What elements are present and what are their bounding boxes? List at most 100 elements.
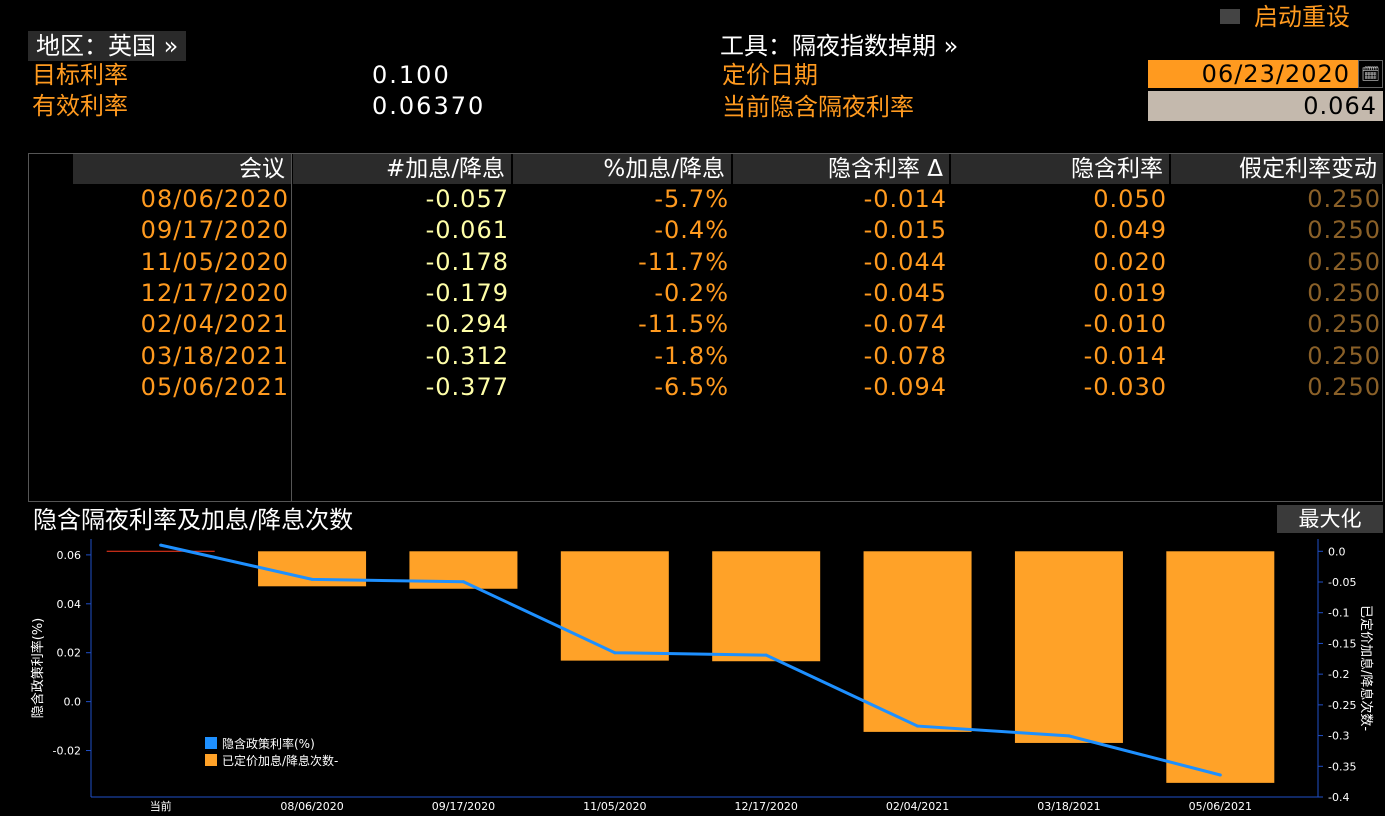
legend-swatch-bar	[205, 754, 217, 766]
cell-implied-rate-delta: -0.094	[863, 372, 947, 401]
cell-implied-rate-delta: -0.015	[863, 216, 947, 245]
cell-implied-rate-delta: -0.044	[863, 247, 947, 276]
cell-meeting-date: 11/05/2020	[140, 247, 289, 276]
instrument-selector[interactable]: 工具：隔夜指数掉期 »	[720, 32, 959, 60]
x-tick-label: 12/17/2020	[734, 800, 797, 813]
cell-meeting-date: 08/06/2020	[140, 185, 289, 213]
chart-title: 隐含隔夜利率及加息/降息次数	[33, 506, 354, 534]
y-tick-label-right: -0.2	[1328, 668, 1349, 681]
region-selector[interactable]: 地区：英国 »	[28, 31, 187, 61]
cell-implied-rate: 0.019	[1093, 278, 1167, 307]
cell-implied-rate: -0.014	[1083, 341, 1167, 370]
series-point	[764, 653, 768, 657]
cell-meeting-date: 12/17/2020	[140, 278, 289, 307]
series-point	[1218, 773, 1222, 777]
y-tick-label-right: -0.3	[1328, 730, 1349, 743]
column-header-implied-rate[interactable]: 隐含利率	[951, 154, 1169, 184]
y-tick-label-right: -0.4	[1328, 791, 1349, 804]
cell-pct-hikes-cuts: -5.7%	[654, 185, 729, 213]
legend-swatch-line	[205, 737, 217, 749]
cell-hikes-cuts: -0.057	[425, 185, 509, 213]
column-header-meeting[interactable]: 会议	[73, 154, 291, 184]
bar	[712, 551, 821, 662]
x-tick-label: 08/06/2020	[280, 800, 343, 813]
cell-meeting-date: 05/06/2021	[140, 372, 289, 401]
cell-implied-rate: 0.050	[1093, 185, 1167, 213]
y-tick-label-right: -0.35	[1328, 760, 1356, 773]
y-tick-label-left: 0.04	[57, 598, 82, 611]
cell-pct-hikes-cuts: -0.4%	[654, 216, 729, 245]
legend-label: 隐含政策利率(%)	[222, 736, 315, 751]
legend-label: 已定价加息/降息次数-	[222, 753, 338, 768]
legend-box	[199, 733, 385, 772]
series-point	[916, 724, 920, 728]
series-point	[613, 651, 617, 655]
column-divider	[291, 154, 292, 501]
checkbox[interactable]	[1220, 8, 1240, 24]
implied-rate-field: 0.064	[1148, 91, 1383, 121]
bar	[1166, 551, 1275, 783]
cell-hikes-cuts: -0.178	[425, 247, 509, 276]
x-tick-label: 09/17/2020	[432, 800, 495, 813]
cell-hikes-cuts: -0.294	[425, 310, 509, 339]
y-tick-label-right: -0.1	[1328, 607, 1349, 620]
cell-meeting-date: 03/18/2021	[140, 341, 289, 370]
bar	[863, 551, 972, 732]
y-tick-label-right: -0.15	[1328, 637, 1356, 650]
cell-implied-rate-delta: -0.074	[863, 310, 947, 339]
cell-implied-rate-delta: -0.045	[863, 278, 947, 307]
implied-rate-chart: -0.02 0.0 0.02 0.04 0.06 0.0 -0.05 -0.1 -0.15 -0.…	[30, 539, 1374, 813]
cell-pct-hikes-cuts: -1.8%	[654, 341, 729, 370]
y2-axis-label: 已定价加息/降息次数-	[1358, 605, 1374, 731]
y-tick-label-right: -0.25	[1328, 699, 1356, 712]
cell-assumed-move: 0.250	[1307, 185, 1381, 213]
column-header-implied-rate-delta[interactable]: 隐含利率 Δ	[733, 154, 949, 184]
y-tick-label-right: -0.05	[1328, 576, 1356, 589]
meetings-table: 会议 #加息/降息 %加息/降息 隐含利率 Δ 隐含利率 假定利率变动 08/0…	[28, 153, 1383, 502]
y-tick-label-left: 0.02	[57, 647, 82, 660]
column-header-pct-hikes-cuts[interactable]: %加息/降息	[513, 154, 731, 184]
cell-assumed-move: 0.250	[1307, 216, 1381, 245]
cell-implied-rate: 0.049	[1093, 216, 1167, 245]
series-point	[159, 543, 163, 547]
x-tick-label: 05/06/2021	[1189, 800, 1252, 813]
cell-assumed-move: 0.250	[1307, 310, 1381, 339]
series-line	[160, 543, 1221, 777]
cell-assumed-move: 0.250	[1307, 278, 1381, 307]
cell-pct-hikes-cuts: -11.7%	[638, 247, 729, 276]
pricing-date-input[interactable]: 06/23/2020	[1148, 60, 1358, 88]
bar	[560, 551, 669, 661]
series-point	[310, 577, 314, 581]
cell-pct-hikes-cuts: -6.5%	[654, 372, 729, 401]
y-tick-label-left: 0.06	[57, 549, 82, 562]
cell-meeting-date: 02/04/2021	[140, 310, 289, 339]
x-tick-label: 当前	[150, 799, 172, 813]
column-header-hikes-cuts[interactable]: #加息/降息	[293, 154, 511, 184]
cell-meeting-date: 09/17/2020	[140, 216, 289, 245]
calendar-icon[interactable]: 🗓	[1358, 60, 1383, 88]
restart-label: 启动重设	[1254, 3, 1350, 31]
target-rate-label: 目标利率	[32, 61, 128, 89]
effective-rate-label: 有效利率	[32, 92, 128, 120]
maximize-button[interactable]: 最大化	[1277, 505, 1383, 533]
cell-assumed-move: 0.250	[1307, 341, 1381, 370]
x-tick-label: 02/04/2021	[886, 800, 949, 813]
x-tick-label: 03/18/2021	[1037, 800, 1100, 813]
cell-hikes-cuts: -0.061	[425, 216, 509, 245]
cell-hikes-cuts: -0.179	[425, 278, 509, 307]
cell-implied-rate-delta: -0.078	[863, 341, 947, 370]
column-header-assumed-move[interactable]: 假定利率变动	[1171, 154, 1383, 184]
series-point	[461, 580, 465, 584]
y-axis-label: 隐含政策利率(%)	[30, 618, 46, 719]
pricing-date-label: 定价日期	[722, 61, 818, 89]
cell-hikes-cuts: -0.312	[425, 341, 509, 370]
target-rate-value: 0.100	[372, 61, 451, 89]
cell-assumed-move: 0.250	[1307, 247, 1381, 276]
cell-hikes-cuts: -0.377	[425, 372, 509, 401]
restart-toggle[interactable]: 启动重设	[1220, 2, 1350, 32]
cell-pct-hikes-cuts: -0.2%	[654, 278, 729, 307]
series-point	[1067, 734, 1071, 738]
cell-assumed-move: 0.250	[1307, 372, 1381, 401]
x-tick-label: 11/05/2020	[583, 800, 646, 813]
effective-rate-value: 0.06370	[372, 92, 486, 120]
